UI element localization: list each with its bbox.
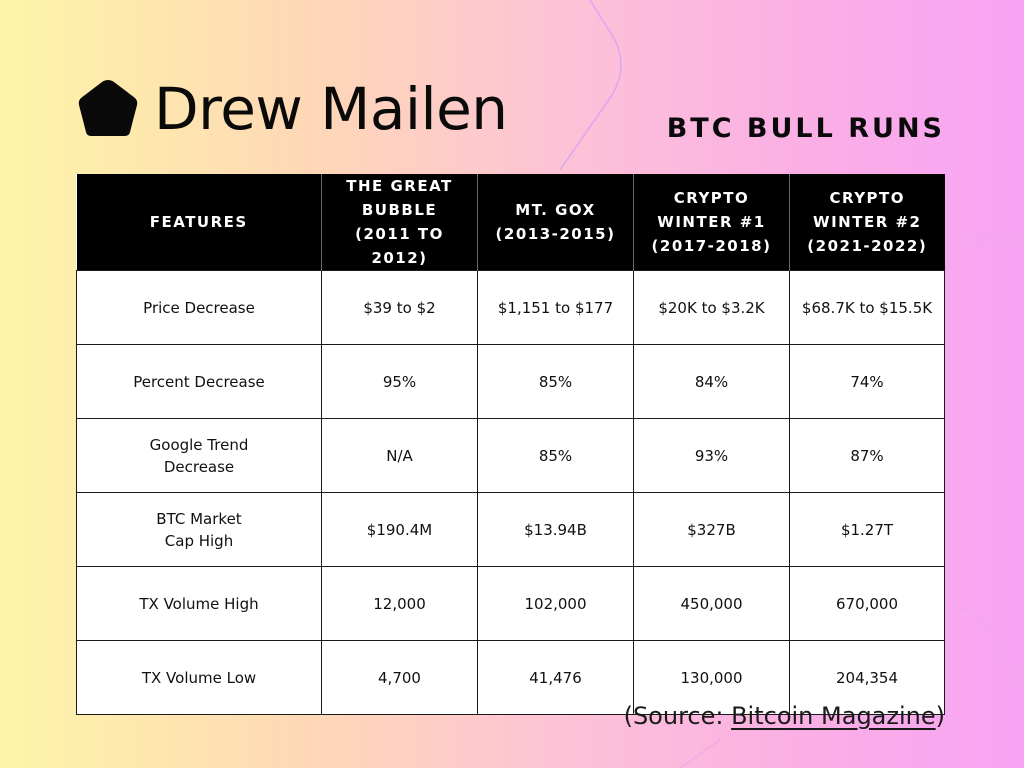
row-label-cell: TX Volume High bbox=[76, 566, 322, 641]
table-cell: 204,354 bbox=[789, 640, 945, 715]
brand: Drew Mailen bbox=[76, 74, 508, 144]
table-cell: 670,000 bbox=[789, 566, 945, 641]
table-cell: $68.7K to $15.5K bbox=[789, 270, 945, 345]
source-suffix: ) bbox=[935, 702, 945, 730]
row-label-cell: Percent Decrease bbox=[76, 344, 322, 419]
column-header: THE GREAT BUBBLE (2011 TO 2012) bbox=[321, 174, 478, 271]
table-row: Google Trend Decrease N/A 85% 93% 87% bbox=[76, 418, 945, 493]
row-label-cell: Google Trend Decrease bbox=[76, 418, 322, 493]
table-cell: 102,000 bbox=[477, 566, 634, 641]
table-cell: $190.4M bbox=[321, 492, 478, 567]
row-label-cell: TX Volume Low bbox=[76, 640, 322, 715]
table-cell: 85% bbox=[477, 344, 634, 419]
source-citation: (Source: Bitcoin Magazine) bbox=[624, 702, 945, 730]
row-label-cell: BTC Market Cap High bbox=[76, 492, 322, 567]
table-cell: 87% bbox=[789, 418, 945, 493]
table-cell: 85% bbox=[477, 418, 634, 493]
table-cell: 41,476 bbox=[477, 640, 634, 715]
table-header-row: FEATURES THE GREAT BUBBLE (2011 TO 2012) M… bbox=[76, 174, 945, 271]
page-title: BTC BULL RUNS bbox=[666, 113, 945, 144]
table-row: BTC Market Cap High $190.4M $13.94B $327B $1… bbox=[76, 492, 945, 567]
table-cell: N/A bbox=[321, 418, 478, 493]
table-cell: 450,000 bbox=[633, 566, 790, 641]
table-cell: 130,000 bbox=[633, 640, 790, 715]
table-cell: $20K to $3.2K bbox=[633, 270, 790, 345]
table-cell: 74% bbox=[789, 344, 945, 419]
table-cell: $327B bbox=[633, 492, 790, 567]
table-cell: $39 to $2 bbox=[321, 270, 478, 345]
column-header: CRYPTO WINTER #2 (2021-2022) bbox=[789, 174, 945, 271]
table-row: TX Volume Low 4,700 41,476 130,000 204,354 bbox=[76, 640, 945, 715]
table-cell: $1,151 to $177 bbox=[477, 270, 634, 345]
table-row: Price Decrease $39 to $2 $1,151 to $177 $20… bbox=[76, 270, 945, 345]
table-cell: 95% bbox=[321, 344, 478, 419]
source-prefix: (Source: bbox=[623, 702, 732, 730]
table-cell: 4,700 bbox=[321, 640, 478, 715]
column-header: CRYPTO WINTER #1 (2017-2018) bbox=[633, 174, 790, 271]
table-cell: $13.94B bbox=[477, 492, 634, 567]
row-label-cell: Price Decrease bbox=[76, 270, 322, 345]
table-row: TX Volume High 12,000 102,000 450,000 670,00… bbox=[76, 566, 945, 641]
source-link[interactable]: Bitcoin Magazine bbox=[731, 702, 936, 730]
brand-name: Drew Mailen bbox=[154, 75, 508, 143]
table-cell: 84% bbox=[633, 344, 790, 419]
column-header: MT. GOX (2013-2015) bbox=[477, 174, 634, 271]
pentagon-logo-icon bbox=[78, 80, 138, 136]
table-cell: $1.27T bbox=[789, 492, 945, 567]
data-table: FEATURES THE GREAT BUBBLE (2011 TO 2012) M… bbox=[76, 174, 945, 715]
table-body: Price Decrease $39 to $2 $1,151 to $177 $20… bbox=[76, 270, 945, 715]
table-row: Percent Decrease 95% 85% 84% 74% bbox=[76, 344, 945, 419]
table-cell: 12,000 bbox=[321, 566, 478, 641]
table-cell: 93% bbox=[633, 418, 790, 493]
column-header-features: FEATURES bbox=[76, 174, 322, 271]
